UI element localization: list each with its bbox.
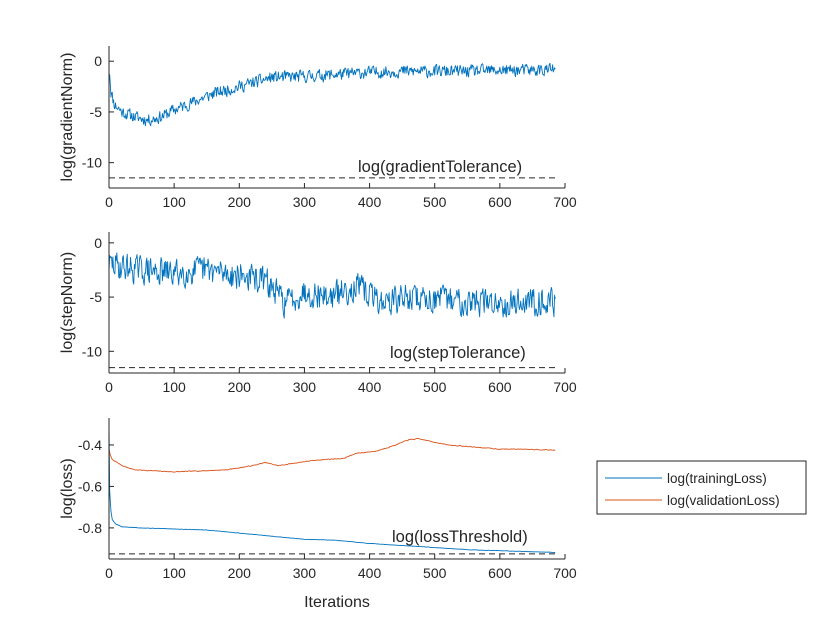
gradient-tolerance-label: log(gradientTolerance) bbox=[358, 158, 522, 176]
x-tick-label: 200 bbox=[228, 565, 252, 581]
x-tick-label: 400 bbox=[358, 194, 382, 210]
iterations-xlabel: Iterations bbox=[304, 594, 370, 611]
y-tick-label: -0.6 bbox=[78, 478, 102, 494]
x-tick-label: 100 bbox=[162, 379, 186, 395]
x-tick-label: 600 bbox=[488, 565, 512, 581]
x-tick-label: 400 bbox=[358, 565, 382, 581]
x-tick-label: 300 bbox=[293, 194, 317, 210]
x-tick-label: 0 bbox=[105, 379, 113, 395]
x-tick-label: 200 bbox=[228, 194, 252, 210]
gradient-norm-ylabel: log(gradientNorm) bbox=[59, 53, 76, 182]
legend-label-validation-loss: log(validationLoss) bbox=[667, 493, 780, 508]
loss-panel: log(lossThreshold) log(loss) Iterations … bbox=[59, 418, 577, 611]
legend: log(trainingLoss) log(validationLoss) bbox=[596, 460, 807, 515]
x-tick-label: 600 bbox=[488, 379, 512, 395]
x-tick-label: 700 bbox=[553, 194, 577, 210]
x-tick-label: 200 bbox=[228, 379, 252, 395]
y-tick-label: -0.4 bbox=[78, 437, 102, 453]
x-tick-label: 100 bbox=[162, 194, 186, 210]
x-tick-label: 400 bbox=[358, 379, 382, 395]
y-tick-label: -0.8 bbox=[78, 520, 102, 536]
legend-box bbox=[596, 460, 807, 515]
loss-ylabel: log(loss) bbox=[59, 458, 76, 518]
step-norm-line bbox=[108, 252, 556, 319]
y-tick-label: -10 bbox=[82, 155, 102, 171]
x-tick-label: 300 bbox=[293, 379, 317, 395]
x-tick-label: 100 bbox=[162, 565, 186, 581]
step-norm-panel: log(stepTolerance) log(stepNorm) 0 100 200… bbox=[59, 232, 577, 395]
legend-label-training-loss: log(trainingLoss) bbox=[667, 471, 767, 486]
loss-threshold-label: log(lossThreshold) bbox=[392, 528, 528, 546]
validation-loss-line bbox=[108, 437, 556, 473]
y-tick-label: -5 bbox=[90, 104, 103, 120]
x-tick-label: 700 bbox=[553, 379, 577, 395]
y-tick-label: -10 bbox=[82, 343, 102, 359]
x-tick-label: 500 bbox=[423, 565, 447, 581]
step-norm-ylabel: log(stepNorm) bbox=[59, 252, 76, 353]
x-tick-label: 300 bbox=[293, 565, 317, 581]
x-tick-label: 0 bbox=[105, 565, 113, 581]
gradient-norm-line bbox=[108, 63, 556, 127]
x-tick-label: 500 bbox=[423, 194, 447, 210]
x-tick-label: 700 bbox=[553, 565, 577, 581]
x-tick-label: 500 bbox=[423, 379, 447, 395]
y-tick-label: 0 bbox=[94, 235, 102, 251]
x-tick-label: 600 bbox=[488, 194, 512, 210]
training-loss-line bbox=[108, 424, 556, 553]
step-tolerance-label: log(stepTolerance) bbox=[390, 344, 526, 362]
y-tick-label: 0 bbox=[94, 53, 102, 69]
x-tick-label: 0 bbox=[105, 194, 113, 210]
gradient-norm-panel: log(gradientTolerance) log(gradientNorm)… bbox=[59, 46, 577, 210]
y-tick-label: -5 bbox=[90, 289, 103, 305]
